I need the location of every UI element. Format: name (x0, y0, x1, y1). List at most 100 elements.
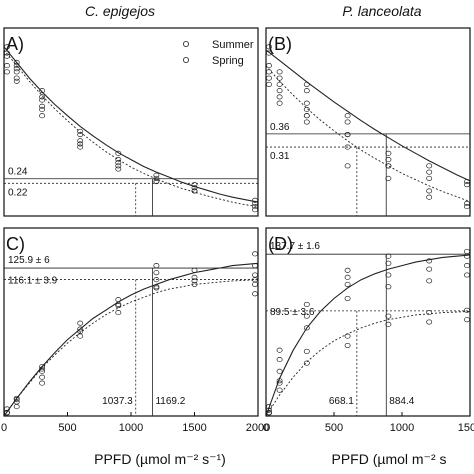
data-point-spring (276, 100, 283, 106)
data-point-summer (77, 128, 84, 134)
data-point-spring (13, 66, 20, 72)
data-point-summer (276, 88, 283, 94)
data-point-summer (303, 88, 310, 94)
data-point-summer (426, 169, 433, 175)
data-point-summer (13, 69, 20, 75)
data-point-summer (115, 310, 122, 316)
data-point-spring (464, 200, 470, 207)
data-point-summer (77, 320, 84, 326)
data-point-summer (191, 274, 198, 280)
x-ticks-right: 0 500 1000 1500 (263, 412, 474, 434)
x-ticks-left: 0 500 1000 1500 2000 (1, 412, 270, 434)
data-point-summer (344, 113, 351, 119)
data-point-summer (464, 182, 470, 188)
data-point-summer (426, 163, 433, 169)
data-point-summer (426, 266, 433, 272)
data-point-summer (464, 253, 470, 259)
fit-curve-summer (3, 46, 259, 203)
data-point-spring (344, 144, 351, 150)
data-point-summer (4, 63, 10, 69)
data-point-summer (303, 100, 310, 106)
data-point-spring (426, 319, 433, 325)
data-point-summer (191, 267, 198, 273)
data-point-summer (252, 251, 258, 257)
x-tick-label: 1500 (182, 422, 206, 434)
data-point-summer (13, 404, 20, 410)
data-point-summer (115, 150, 122, 156)
data-point-summer (39, 88, 46, 94)
data-point-summer (252, 204, 258, 210)
ref-value-label: 125.9 ± 6 (8, 255, 50, 266)
data-point-spring (385, 321, 392, 327)
fit-curve-summer (3, 262, 259, 417)
data-point-summer (13, 63, 20, 69)
data-point-spring (191, 278, 198, 284)
data-point-summer (191, 185, 198, 191)
panel-frame (265, 227, 471, 417)
data-point-spring (344, 342, 351, 349)
data-point-spring (115, 166, 122, 172)
data-point-summer (39, 364, 46, 370)
panel-1: A) 0.24 0.22 (3, 27, 259, 217)
data-point-summer (252, 200, 258, 207)
data-point-summer (77, 333, 84, 339)
data-point-summer (39, 380, 46, 386)
data-point-summer (276, 380, 283, 386)
data-point-summer (153, 285, 160, 291)
panel-label: (D) (268, 234, 293, 254)
data-point-summer (344, 119, 351, 125)
data-point-spring (266, 75, 272, 81)
data-point-summer (115, 160, 122, 166)
fit-curve-summer (265, 254, 471, 417)
data-point-summer (77, 131, 84, 138)
data-point-summer (276, 75, 283, 81)
data-point-summer (4, 69, 10, 75)
x-tick-label: 2000 (246, 422, 270, 434)
data-point-spring (464, 307, 470, 313)
data-point-spring (303, 360, 310, 366)
fit-curve-spring (265, 65, 471, 203)
x-tick-label: 0 (263, 422, 269, 434)
data-point-spring (464, 204, 470, 210)
data-point-summer (115, 157, 122, 163)
panel-frame (265, 27, 471, 217)
ref-x-label: 1037.3 (102, 396, 133, 407)
ref-x-label: 668.1 (329, 396, 354, 407)
data-point-summer (13, 75, 20, 81)
data-point-spring (303, 348, 310, 354)
data-point-summer (39, 374, 46, 380)
data-point-summer (77, 144, 84, 150)
panel-2: (B) 0.36 0.31 (265, 27, 471, 217)
data-point-summer (303, 313, 310, 319)
data-point-summer (13, 78, 20, 84)
data-point-summer (464, 272, 470, 278)
legend-entry-spring: Spring (212, 55, 244, 67)
data-point-summer (39, 94, 46, 100)
x-axis-label-left: PPFD (µmol m⁻² s⁻¹) (94, 451, 226, 467)
data-point-summer (464, 263, 470, 269)
x-tick-label: 1000 (390, 422, 414, 434)
data-point-summer (252, 281, 258, 287)
legend-entry-summer: Summer (212, 39, 254, 51)
data-point-spring (303, 113, 310, 119)
data-point-summer (252, 197, 258, 203)
x-tick-label: 0 (1, 422, 7, 434)
data-point-spring (426, 194, 433, 200)
ref-x-label: 1169.2 (155, 396, 185, 407)
ref-value-label: 0.31 (270, 151, 290, 162)
data-point-summer (303, 81, 310, 87)
ref-x-label: 884.4 (389, 396, 414, 407)
data-point-spring (39, 366, 46, 372)
fit-curve-spring (265, 310, 471, 417)
data-point-summer (344, 267, 351, 273)
fit-curve-summer (265, 49, 471, 182)
data-point-summer (276, 69, 283, 75)
plot-area: A) 0.24 0.22 (B) 0.36 0.31 C)125.9 ± 6 1169.2 11… (3, 27, 471, 417)
legend-marker-spring (182, 57, 189, 64)
panel-label: (B) (268, 34, 292, 54)
data-point-summer (426, 175, 433, 181)
data-point-spring (344, 333, 351, 339)
ref-value-label: 137.7 ± 1.6 (270, 241, 320, 252)
data-point-summer (153, 263, 160, 269)
